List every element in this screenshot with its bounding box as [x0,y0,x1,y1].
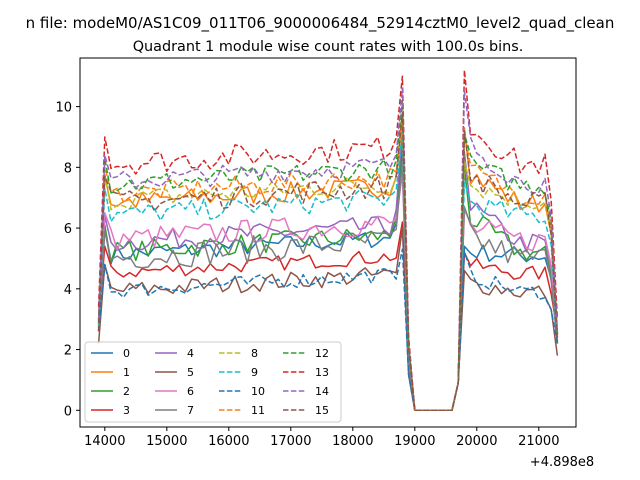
legend-label-3: 3 [123,404,130,417]
y-axis: 0 2 4 6 8 10 [55,101,80,419]
legend-label-2: 2 [123,385,130,398]
legend-box [84,341,342,423]
series-line-13 [97,69,559,412]
series-line-10 [97,248,559,412]
x-tick-label: 17000 [270,434,311,449]
legend-label-7: 7 [187,404,194,417]
legend-label-6: 6 [187,385,194,398]
x-tick-label: 19000 [394,434,435,449]
x-tick-label: 15000 [146,434,187,449]
legend-label-10: 10 [251,385,265,398]
series-line-9 [97,130,559,412]
legend-label-9: 9 [251,366,258,379]
series-line-6 [97,172,559,412]
axes-frame [79,57,577,428]
series-line-11 [97,117,559,412]
series-line-15 [97,111,559,412]
series-line-4 [97,130,559,412]
legend-label-15: 15 [315,404,329,417]
y-tick-label: 10 [55,101,72,116]
x-axis: 14000 15000 16000 17000 18000 19000 20000 21000 [84,427,559,449]
legend-label-8: 8 [251,347,258,360]
y-tick-label: 8 [64,161,72,176]
series-line-3 [97,221,559,412]
x-tick-label: 18000 [332,434,373,449]
legend-label-4: 4 [187,347,194,360]
series-line-12 [97,99,559,412]
legend-label-11: 11 [251,404,265,417]
y-tick-label: 6 [64,222,72,237]
y-tick-label: 0 [64,404,72,419]
plot-lines [97,69,559,412]
chart-title: Quadrant 1 module wise count rates with … [133,39,524,55]
legend-label-12: 12 [315,347,329,360]
x-tick-label: 21000 [518,434,559,449]
figure-suptitle: n file: modeM0/AS1C09_011T06_9000006484_… [26,14,615,33]
y-tick-label: 4 [64,283,72,298]
x-tick-label: 16000 [208,434,249,449]
legend-label-1: 1 [123,366,130,379]
y-tick-label: 2 [64,344,72,359]
legend-label-14: 14 [315,385,329,398]
x-offset-label: +4.898e8 [530,455,594,470]
legend-label-5: 5 [187,366,194,379]
legend-label-13: 13 [315,366,329,379]
x-tick-label: 14000 [84,434,125,449]
series-line-7 [97,160,559,412]
series-line-1 [97,111,559,412]
legend-label-0: 0 [123,347,130,360]
series-line-8 [97,124,559,412]
x-tick-label: 20000 [456,434,497,449]
series-line-14 [97,87,559,412]
